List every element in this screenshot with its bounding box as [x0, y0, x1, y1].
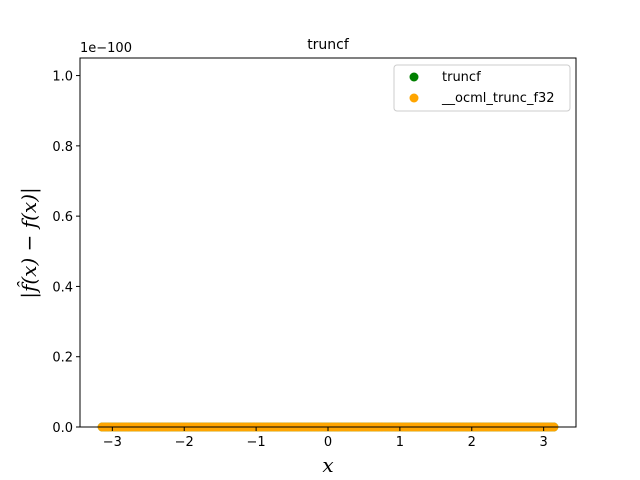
- x-axis: −3 −2 −1 0 1 2 3: [103, 427, 548, 450]
- x-tick-label: 3: [540, 435, 548, 450]
- y-tick-label: 0.4: [52, 280, 73, 295]
- y-tick-label: 0.0: [52, 421, 73, 436]
- legend: truncf __ocml_trunc_f32: [393, 64, 571, 112]
- x-tick-label: 0: [324, 435, 332, 450]
- y-tick-label: 1.0: [52, 70, 73, 85]
- x-tick-label: −2: [175, 435, 194, 450]
- legend-label-truncf: truncf: [442, 70, 481, 85]
- y-offset-label: 1e−100: [80, 41, 132, 56]
- y-axis-label: |f̂(x) − f(x)|: [17, 187, 42, 299]
- legend-label-ocml-trunc-f32: __ocml_trunc_f32: [441, 91, 555, 106]
- y-tick-label: 0.6: [52, 210, 73, 225]
- y-axis: 0.0 0.2 0.4 0.6 0.8 1.0: [52, 70, 80, 436]
- y-tick-label: 0.2: [52, 351, 73, 366]
- x-tick-label: 1: [396, 435, 404, 450]
- x-tick-label: 2: [468, 435, 476, 450]
- chart-title: truncf: [307, 37, 350, 53]
- x-axis-label: x: [322, 453, 333, 477]
- legend-box: [393, 64, 571, 112]
- legend-marker-truncf: [409, 72, 419, 82]
- y-tick-label: 0.8: [52, 140, 73, 155]
- legend-marker-ocml-trunc-f32: [409, 93, 419, 103]
- x-tick-label: −3: [103, 435, 122, 450]
- x-tick-label: −1: [247, 435, 266, 450]
